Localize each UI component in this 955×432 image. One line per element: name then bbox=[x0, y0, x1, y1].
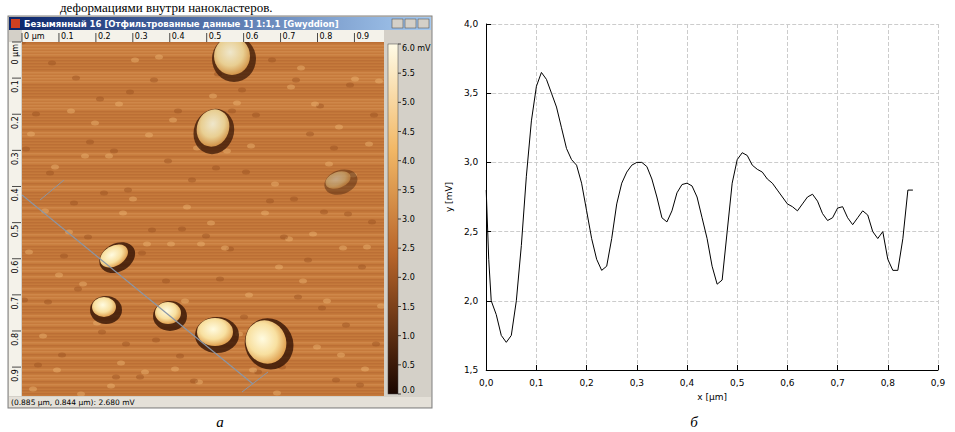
svg-text:1.0: 1.0 bbox=[402, 332, 415, 341]
svg-text:0.5: 0.5 bbox=[11, 225, 20, 238]
svg-text:(0.885 µm, 0.844 µm): 2.680 mV: (0.885 µm, 0.844 µm): 2.680 mV bbox=[11, 398, 136, 407]
svg-text:б: б bbox=[690, 414, 698, 430]
svg-text:4.5: 4.5 bbox=[402, 128, 415, 137]
svg-text:0,5: 0,5 bbox=[730, 378, 744, 388]
svg-text:1.5: 1.5 bbox=[402, 303, 415, 312]
svg-text:а: а bbox=[216, 414, 224, 430]
svg-text:0,3: 0,3 bbox=[630, 378, 644, 388]
svg-text:1,5: 1,5 bbox=[464, 365, 478, 375]
svg-text:x [µm]: x [µm] bbox=[697, 392, 727, 402]
svg-text:0.0: 0.0 bbox=[402, 386, 415, 395]
svg-text:y [mV]: y [mV] bbox=[444, 182, 454, 212]
svg-text:2.0: 2.0 bbox=[402, 273, 415, 282]
svg-text:0.8: 0.8 bbox=[320, 32, 333, 41]
svg-text:5.0: 5.0 bbox=[402, 98, 415, 107]
svg-text:Безымянный 16 [Отфильтрованные: Безымянный 16 [Отфильтрованные данные 1]… bbox=[24, 19, 339, 29]
svg-text:0.4: 0.4 bbox=[172, 32, 185, 41]
svg-text:0,7: 0,7 bbox=[830, 378, 844, 388]
svg-text:0,8: 0,8 bbox=[881, 378, 896, 388]
svg-text:0.2: 0.2 bbox=[98, 32, 111, 41]
svg-text:0.7: 0.7 bbox=[283, 32, 296, 41]
svg-text:3,5: 3,5 bbox=[464, 88, 478, 98]
svg-text:4.0: 4.0 bbox=[402, 157, 415, 166]
svg-text:4,0: 4,0 bbox=[464, 19, 479, 29]
svg-text:0,4: 0,4 bbox=[680, 378, 695, 388]
svg-text:0.1: 0.1 bbox=[61, 32, 74, 41]
svg-text:0.5: 0.5 bbox=[402, 361, 415, 370]
svg-text:0,9: 0,9 bbox=[931, 378, 946, 388]
svg-text:6.0 mV: 6.0 mV bbox=[402, 44, 431, 53]
svg-text:0.5: 0.5 bbox=[209, 32, 222, 41]
svg-text:0,1: 0,1 bbox=[529, 378, 543, 388]
svg-text:0.3: 0.3 bbox=[11, 152, 20, 165]
svg-text:0 µm: 0 µm bbox=[24, 32, 45, 41]
svg-text:3.5: 3.5 bbox=[402, 186, 415, 195]
svg-text:0.6: 0.6 bbox=[246, 32, 259, 41]
svg-text:3.0: 3.0 bbox=[402, 215, 415, 224]
svg-text:деформациями внутри нанокласте: деформациями внутри нанокластеров. bbox=[60, 0, 273, 15]
svg-text:0.4: 0.4 bbox=[11, 188, 20, 201]
svg-text:0.3: 0.3 bbox=[135, 32, 148, 41]
svg-text:5.5: 5.5 bbox=[402, 69, 415, 78]
svg-text:0.6: 0.6 bbox=[11, 261, 20, 274]
svg-text:0,0: 0,0 bbox=[479, 378, 494, 388]
svg-text:0,6: 0,6 bbox=[780, 378, 795, 388]
svg-text:0.8: 0.8 bbox=[11, 333, 20, 346]
svg-text:0.9: 0.9 bbox=[11, 369, 20, 382]
svg-text:3,0: 3,0 bbox=[464, 157, 479, 167]
svg-text:0.2: 0.2 bbox=[11, 116, 20, 129]
svg-text:2,0: 2,0 bbox=[464, 296, 479, 306]
svg-text:0 µm: 0 µm bbox=[11, 44, 20, 65]
svg-text:0.7: 0.7 bbox=[11, 297, 20, 310]
svg-text:2,5: 2,5 bbox=[464, 227, 478, 237]
svg-text:0.1: 0.1 bbox=[11, 80, 20, 93]
svg-text:0.9: 0.9 bbox=[356, 32, 369, 41]
svg-text:0,2: 0,2 bbox=[579, 378, 593, 388]
svg-text:2.5: 2.5 bbox=[402, 244, 415, 253]
